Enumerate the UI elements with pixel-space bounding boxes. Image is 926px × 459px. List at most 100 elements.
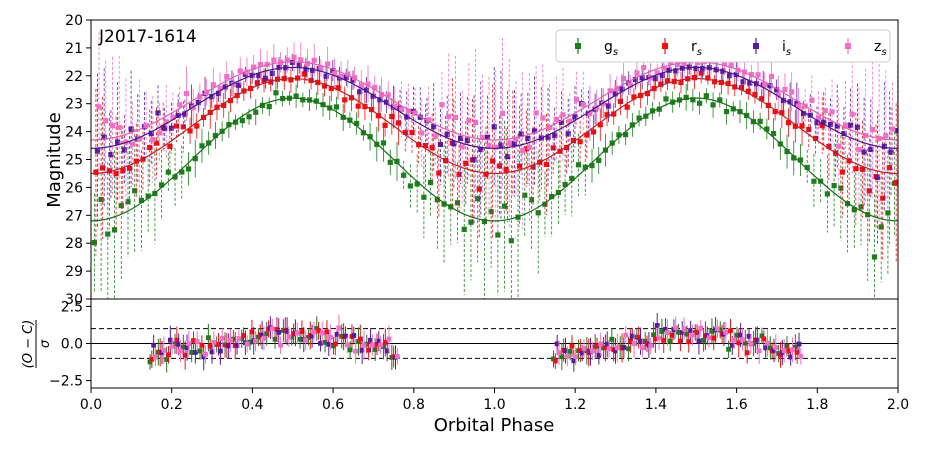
- data-point-i: [693, 65, 699, 72]
- data-point-z: [627, 82, 633, 88]
- data-point-g: [454, 200, 461, 206]
- data-point-z: [694, 59, 701, 66]
- residual-point-g: [709, 328, 715, 334]
- data-point-r: [153, 140, 160, 146]
- residual-point-r: [778, 352, 783, 358]
- data-point-i: [343, 74, 349, 81]
- residual-point-i: [234, 342, 240, 348]
- data-point-i: [444, 131, 450, 138]
- data-point-g: [434, 197, 440, 203]
- data-point-i: [209, 93, 215, 100]
- data-point-z: [338, 73, 344, 80]
- residual-point-z: [386, 336, 392, 342]
- residual-point-r: [324, 329, 330, 335]
- data-point-z: [829, 109, 835, 115]
- data-point-r: [570, 137, 576, 144]
- data-point-g: [226, 122, 232, 128]
- data-point-z: [560, 112, 566, 118]
- data-point-z: [96, 104, 102, 110]
- data-point-i: [303, 66, 309, 72]
- residual-point-r: [382, 339, 388, 345]
- data-point-z: [183, 90, 190, 97]
- data-point-r: [180, 124, 186, 130]
- residual-point-r: [182, 352, 188, 358]
- data-point-i: [101, 134, 107, 140]
- residual-point-g: [734, 332, 740, 338]
- data-point-g: [636, 115, 642, 121]
- data-point-z: [466, 117, 472, 124]
- residual-point-i: [771, 348, 777, 353]
- data-point-r: [167, 143, 173, 150]
- residual-point-z: [186, 341, 192, 347]
- data-point-i: [874, 174, 881, 181]
- data-point-r: [819, 123, 825, 129]
- data-point-i: [868, 146, 874, 153]
- data-point-i: [115, 139, 121, 145]
- legend-entries: gs rs is zs: [575, 38, 887, 58]
- data-point-z: [385, 92, 391, 98]
- phase-tick-label: 0.4: [241, 397, 263, 413]
- data-point-r: [866, 188, 872, 194]
- residual-point-g: [726, 346, 732, 352]
- residual-point-z: [740, 337, 745, 343]
- data-point-z: [224, 73, 230, 80]
- data-point-i: [363, 87, 370, 93]
- residual-point-i: [343, 333, 348, 339]
- residual-point-r: [149, 356, 155, 362]
- magnitude-tick-label: 28: [65, 236, 83, 252]
- residual-point-r: [669, 332, 675, 338]
- data-point-z: [459, 144, 465, 150]
- data-point-z: [674, 61, 680, 68]
- data-point-r: [321, 83, 328, 89]
- data-point-g: [885, 210, 891, 216]
- data-point-r: [678, 79, 684, 86]
- data-point-i: [659, 72, 665, 78]
- data-point-z: [197, 94, 203, 100]
- data-point-r: [328, 85, 334, 92]
- residual-point-r: [678, 338, 683, 344]
- data-point-r: [221, 102, 227, 108]
- data-point-i: [262, 75, 269, 81]
- residual-point-i: [738, 332, 744, 338]
- data-point-i: [861, 149, 867, 155]
- residual-point-i: [604, 341, 610, 347]
- residual-point-z: [319, 330, 325, 336]
- data-point-z: [358, 83, 364, 89]
- data-point-g: [468, 219, 474, 225]
- residual-point-z: [731, 337, 737, 343]
- data-point-z: [553, 116, 559, 123]
- residual-point-i: [796, 341, 802, 347]
- model-curve-z: [91, 61, 898, 141]
- residual-point-i: [309, 333, 315, 339]
- data-point-r: [705, 75, 711, 81]
- residual-tick-label: 2.5: [61, 299, 83, 315]
- model-curve-g: [91, 97, 898, 222]
- series-i-points: [94, 53, 898, 245]
- residual-point-r: [207, 343, 213, 349]
- data-point-g: [616, 132, 622, 138]
- residual-axis-label-denominator: σ: [38, 339, 53, 348]
- residual-point-r: [736, 340, 742, 346]
- residual-point-g: [742, 340, 748, 346]
- data-point-g: [354, 120, 360, 126]
- data-point-r: [422, 142, 429, 149]
- data-point-z: [883, 133, 889, 139]
- residual-point-i: [629, 333, 635, 339]
- residual-point-g: [642, 338, 648, 344]
- residual-point-z: [236, 336, 242, 342]
- data-point-i: [807, 112, 813, 118]
- data-point-i: [276, 64, 282, 70]
- data-point-z: [271, 57, 277, 63]
- series-g-points: [91, 80, 898, 299]
- data-point-i: [774, 87, 780, 93]
- data-point-i: [666, 67, 672, 73]
- data-point-r: [436, 170, 442, 176]
- data-point-z: [600, 101, 606, 107]
- residual-point-i: [351, 333, 357, 338]
- residual-point-z: [344, 342, 350, 348]
- data-point-i: [108, 151, 114, 158]
- data-point-g: [246, 114, 252, 120]
- data-point-g: [723, 108, 730, 115]
- data-point-z: [244, 69, 250, 75]
- residual-point-i: [638, 338, 643, 344]
